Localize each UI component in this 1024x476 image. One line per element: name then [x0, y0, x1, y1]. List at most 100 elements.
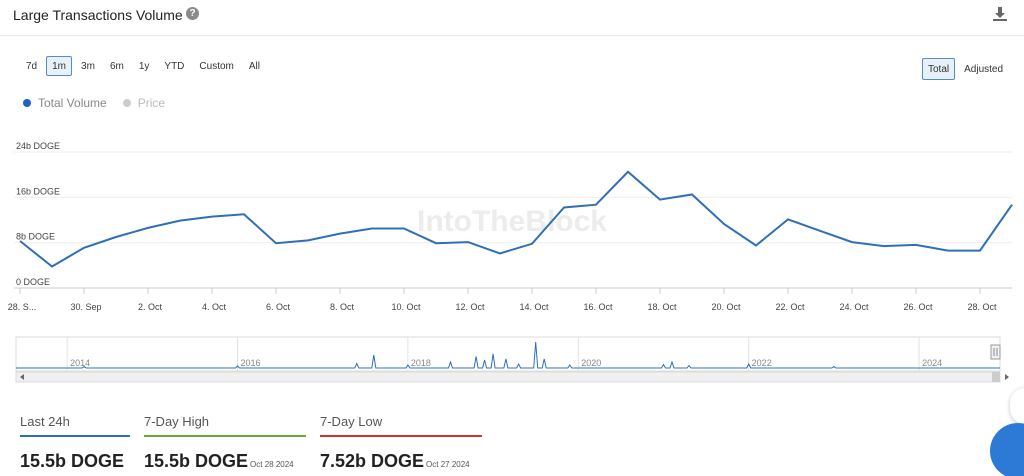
data-point[interactable]	[466, 240, 470, 244]
scroll-left-icon[interactable]	[20, 374, 24, 380]
x-tick-label: 14. Oct	[519, 302, 549, 312]
stat-1: 7-Day High 15.5b DOGE Oct 28 2024	[144, 414, 306, 472]
range-button-1m[interactable]: 1m	[46, 56, 73, 76]
stat-label: 7-Day High	[144, 414, 306, 437]
range-button-1y[interactable]: 1y	[132, 56, 156, 76]
y-tick-label: 24b DOGE	[16, 141, 60, 151]
x-tick-label: 20. Oct	[711, 302, 741, 312]
y-tick-label: 16b DOGE	[16, 186, 60, 196]
data-point[interactable]	[530, 242, 534, 246]
data-point[interactable]	[978, 249, 982, 253]
stat-value-row: 15.5b DOGE Oct 28 2024	[144, 451, 306, 472]
x-tick-label: 10. Oct	[391, 302, 421, 312]
range-button-3m[interactable]: 3m	[75, 56, 101, 76]
data-point[interactable]	[914, 243, 918, 247]
navigator-year-label: 2014	[70, 358, 90, 368]
range-selector: 7d 1m 3m 6m 1y YTD Custom All	[20, 56, 269, 76]
x-tick-label: 6. Oct	[266, 302, 291, 312]
stat-value: 7.52b DOGE	[320, 451, 425, 471]
stat-value-row: 7.52b DOGE Oct 27 2024	[320, 451, 482, 472]
stat-value: 15.5b DOGE	[144, 451, 249, 471]
x-tick-label: 28. Oct	[967, 302, 997, 312]
data-point[interactable]	[882, 244, 886, 248]
data-point[interactable]	[82, 246, 86, 250]
data-point[interactable]	[786, 217, 790, 221]
watermark-text: IntoTheBlock	[417, 205, 607, 238]
navigator-scrollbar[interactable]	[15, 371, 1001, 383]
x-tick-label: 12. Oct	[455, 302, 485, 312]
data-point[interactable]	[850, 240, 854, 244]
data-point[interactable]	[50, 264, 54, 268]
legend-label: Price	[137, 96, 166, 110]
range-button-6m[interactable]: 6m	[103, 56, 130, 76]
scroll-right-icon[interactable]	[1005, 374, 1009, 380]
x-tick-label: 8. Oct	[330, 302, 355, 312]
data-point[interactable]	[146, 226, 150, 230]
navigator-year-label: 2018	[411, 358, 431, 368]
stat-date: Oct 28 2024	[250, 460, 294, 469]
stat-0: Last 24h 15.5b DOGE	[20, 414, 130, 472]
data-point[interactable]	[594, 203, 598, 207]
data-point[interactable]	[178, 219, 182, 223]
data-point[interactable]	[658, 198, 662, 202]
data-point[interactable]	[562, 206, 566, 210]
navigator[interactable]: 2014 2016 2018 2020 2022 2024	[0, 335, 1024, 385]
mode-selector: Total Adjusted	[922, 58, 1012, 80]
stat-date: Oct 27 2024	[426, 460, 470, 469]
range-button-all[interactable]: All	[242, 56, 266, 76]
data-point[interactable]	[306, 238, 310, 242]
chat-icon[interactable]	[990, 423, 1024, 476]
range-button-7d[interactable]: 7d	[20, 56, 44, 76]
legend-item-0[interactable]: Total Volume	[23, 96, 107, 110]
x-tick-label: 26. Oct	[903, 302, 933, 312]
scroll-thumb[interactable]	[992, 372, 1000, 382]
data-point[interactable]	[210, 215, 214, 219]
data-point[interactable]	[338, 232, 342, 236]
y-tick-label: 8b DOGE	[16, 232, 55, 242]
x-tick-label: 2. Oct	[138, 302, 163, 312]
x-tick-label: 30. Sep	[70, 302, 101, 312]
mode-button-total[interactable]: Total	[922, 58, 956, 80]
mode-button-adjusted[interactable]: Adjusted	[958, 58, 1010, 80]
legend-dot-icon	[23, 99, 31, 107]
data-point[interactable]	[722, 222, 726, 226]
data-point[interactable]	[818, 229, 822, 233]
data-point[interactable]	[242, 212, 246, 216]
stat-label: Last 24h	[20, 414, 130, 437]
range-button-custom[interactable]: Custom	[193, 56, 240, 76]
data-point[interactable]	[402, 227, 406, 231]
legend-dot-icon	[122, 99, 131, 107]
data-point[interactable]	[626, 170, 630, 174]
chart-title: Large Transactions Volume	[13, 7, 183, 23]
data-point[interactable]	[274, 241, 278, 245]
x-tick-label: 16. Oct	[583, 302, 613, 312]
navigator-year-label: 2020	[581, 358, 601, 368]
main-chart: IntoTheBlock 0 DOGE 8b DOGE 16b DOGE 24b DOG…	[8, 141, 1014, 312]
data-point[interactable]	[946, 249, 950, 253]
data-point[interactable]	[498, 251, 502, 255]
legend-item-1[interactable]: Price	[122, 96, 166, 110]
legend: Total Volume Price	[23, 96, 181, 110]
navigator-handle-icon[interactable]	[990, 344, 1001, 360]
navigator-year-label: 2022	[752, 358, 772, 368]
data-point[interactable]	[754, 244, 758, 248]
stats-row: Last 24h 15.5b DOGE 7-Day High 15.5b DOGE Oc…	[20, 414, 496, 472]
legend-label: Total Volume	[38, 96, 107, 110]
data-point[interactable]	[114, 235, 118, 239]
scroll-top-button[interactable]	[1010, 388, 1024, 424]
download-icon[interactable]	[992, 6, 1008, 22]
x-tick-label: 28. S...	[8, 302, 37, 312]
stat-2: 7-Day Low 7.52b DOGE Oct 27 2024	[320, 414, 482, 472]
data-point[interactable]	[434, 241, 438, 245]
range-button-ytd[interactable]: YTD	[158, 56, 191, 76]
stat-value-row: 15.5b DOGE	[20, 451, 130, 472]
series-line-total-volume[interactable]	[19, 170, 1013, 268]
x-tick-label: 24. Oct	[839, 302, 869, 312]
data-point[interactable]	[1010, 203, 1014, 207]
x-tick-label: 22. Oct	[775, 302, 805, 312]
data-point[interactable]	[690, 193, 694, 197]
help-icon[interactable]: ?	[186, 7, 199, 20]
stat-value: 15.5b DOGE	[20, 451, 125, 471]
data-point[interactable]	[18, 239, 22, 243]
data-point[interactable]	[370, 227, 374, 231]
